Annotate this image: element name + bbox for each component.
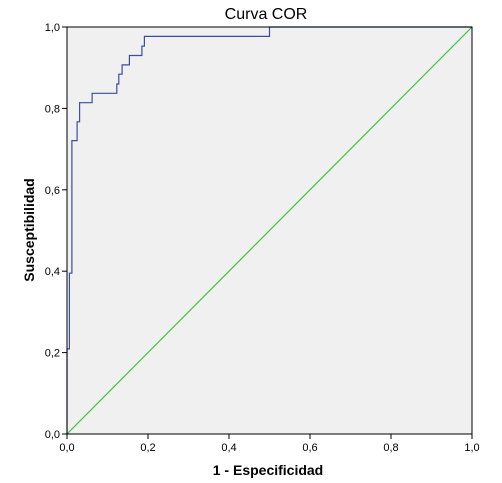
y-tick-label: 0,0 xyxy=(45,429,60,441)
series-group xyxy=(66,26,473,435)
roc-curve-line xyxy=(66,26,472,434)
y-tick-label: 0,4 xyxy=(45,266,60,278)
x-tick-label: 0,4 xyxy=(221,442,236,454)
reference-diagonal-line xyxy=(66,26,473,435)
y-tick-label: 1,0 xyxy=(45,22,60,34)
y-tick-label: 0,8 xyxy=(45,103,60,115)
x-tick-label: 0,8 xyxy=(383,442,398,454)
y-tick-label: 0,6 xyxy=(45,185,60,197)
x-tick-label: 0,0 xyxy=(59,442,74,454)
x-tick-label: 0,6 xyxy=(302,442,317,454)
plot-frame xyxy=(66,26,473,435)
chart-title: Curva COR xyxy=(225,6,308,23)
x-tick-label: 0,2 xyxy=(140,442,155,454)
x-tick-label: 1,0 xyxy=(464,442,479,454)
y-tick-label: 0,2 xyxy=(45,348,60,360)
x-axis: 0,0 0,2 0,4 0,6 0,8 1,0 xyxy=(59,434,480,454)
y-axis: 0,0 0,2 0,4 0,6 0,8 1,0 xyxy=(45,22,67,441)
y-axis-label: Susceptibilidad xyxy=(21,178,37,281)
x-axis-label: 1 - Especificidad xyxy=(213,462,323,478)
